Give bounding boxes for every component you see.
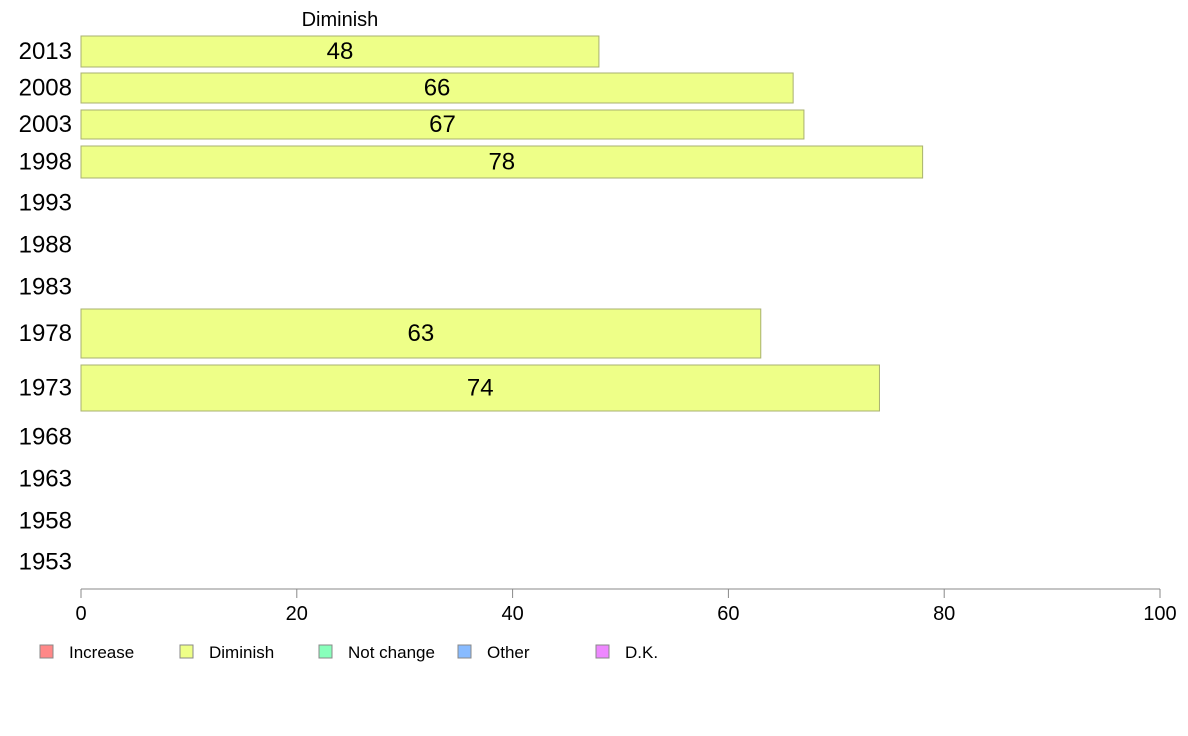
legend-swatch (457, 644, 472, 659)
bar (80, 364, 880, 412)
category-label: 2008 (19, 75, 72, 102)
data-label: 78 (488, 149, 515, 176)
legend-swatch (39, 644, 54, 659)
legend: Increase Diminish Not change Other D.K. (39, 643, 658, 662)
value-labels: 48 66 67 78 63 74 (327, 38, 516, 402)
x-tick-label: 100 (1143, 603, 1176, 625)
category-label: 1988 (19, 232, 72, 259)
category-label: 2013 (19, 38, 72, 65)
category-label: 1998 (19, 149, 72, 176)
data-label: 67 (429, 111, 456, 138)
category-label: 1973 (19, 375, 72, 402)
legend-label: Not change (348, 643, 435, 662)
bar (80, 72, 794, 104)
x-tick-label: 40 (501, 603, 523, 625)
category-label: 1978 (19, 320, 72, 347)
bar (80, 308, 762, 359)
series-title: Diminish (302, 9, 379, 31)
category-label: 1983 (19, 274, 72, 301)
x-tick-label: 60 (717, 603, 739, 625)
bar (80, 35, 600, 68)
data-label: 66 (424, 75, 451, 102)
x-tick-label: 80 (933, 603, 955, 625)
legend-label: D.K. (625, 643, 658, 662)
legend-swatch (595, 644, 610, 659)
bar (80, 109, 805, 140)
legend-label: Diminish (209, 643, 274, 662)
x-tick-label: 20 (286, 603, 308, 625)
category-label: 1963 (19, 466, 72, 493)
category-labels: 2013 2008 2003 1998 1993 1988 1983 1978 1973 1968… (19, 38, 72, 576)
bars (80, 35, 924, 412)
category-label: 1968 (19, 424, 72, 451)
category-label: 1993 (19, 190, 72, 217)
data-label: 74 (467, 375, 494, 402)
data-label: 63 (408, 320, 435, 347)
bar (80, 145, 924, 179)
x-tick-label: 0 (75, 603, 86, 625)
legend-swatch (179, 644, 194, 659)
category-label: 2003 (19, 111, 72, 138)
legend-label: Other (487, 643, 530, 662)
category-label: 1958 (19, 508, 72, 535)
legend-label: Increase (69, 643, 134, 662)
legend-swatch (318, 644, 333, 659)
category-label: 1953 (19, 549, 72, 576)
x-axis: 0 20 40 60 80 100 (75, 588, 1177, 625)
data-label: 48 (327, 38, 354, 65)
